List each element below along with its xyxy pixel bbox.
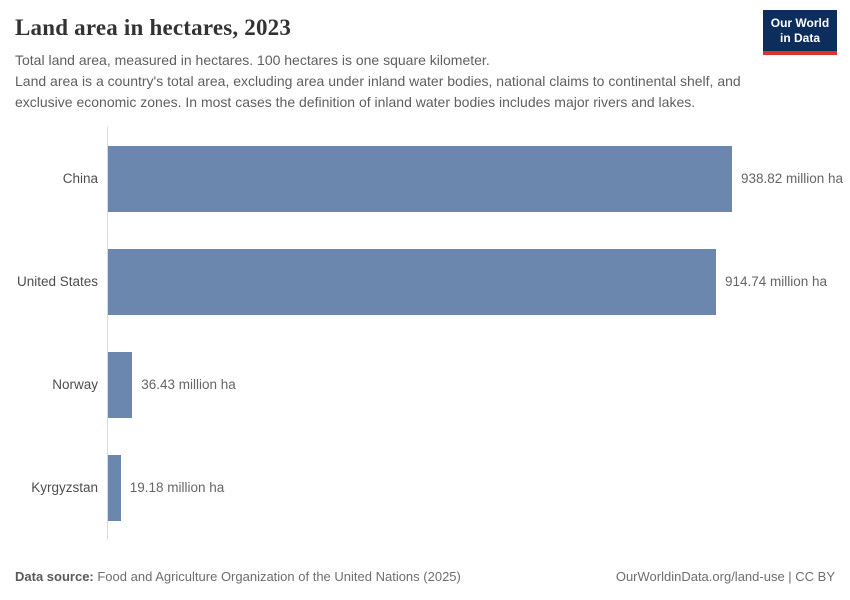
subtitle-line-2: Land area is a country's total area, exc… (15, 73, 741, 110)
category-label: United States (16, 274, 98, 289)
page-title: Land area in hectares, 2023 (15, 15, 292, 40)
owid-logo: Our World in Data (763, 10, 837, 55)
chart-footer: Data source: Food and Agriculture Organi… (0, 569, 850, 600)
data-source-label: Data source: (15, 569, 94, 584)
attribution-license: OurWorldinData.org/land-use | CC BY (615, 569, 835, 584)
category-label: Norway (52, 377, 98, 392)
value-label: 36.43 million ha (141, 377, 236, 392)
category-label: China (62, 171, 98, 186)
bar[interactable] (108, 351, 133, 418)
chart-row: United States 914.74 million ha (15, 230, 850, 333)
bar-area: 914.74 million ha (107, 230, 850, 333)
bar-chart: China 938.82 million ha United States 914.7… (15, 127, 850, 539)
category-label: Kyrgyzstan (31, 480, 98, 495)
bar-area: 19.18 million ha (107, 436, 850, 539)
owid-logo-line-1: Our World (770, 16, 830, 30)
data-source: Data source: Food and Agriculture Organi… (15, 569, 461, 584)
bar-area: 36.43 million ha (107, 333, 850, 436)
chart-rows: China 938.82 million ha United States 914.7… (15, 127, 850, 539)
chart-header: Land area in hectares, 2023 Total land a… (0, 0, 850, 113)
value-label: 19.18 million ha (129, 480, 225, 495)
data-source-text: Food and Agriculture Organization of the… (93, 569, 461, 584)
value-label: 938.82 million ha (741, 171, 844, 186)
chart-row: Kyrgyzstan 19.18 million ha (15, 436, 850, 539)
owid-logo-accent-strip (763, 51, 837, 55)
subtitle-line-1: Total land area, measured in hectares. 1… (15, 52, 490, 68)
bar[interactable] (108, 454, 121, 521)
owid-logo-line-2: in Data (779, 31, 820, 45)
value-label: 914.74 million ha (724, 274, 828, 289)
owid-logo-box: Our World in Data (763, 10, 837, 51)
chart-subtitle: Total land area, measured in hectares. 1… (15, 50, 767, 113)
bar[interactable] (108, 248, 716, 315)
bar[interactable] (108, 145, 732, 212)
chart-row: China 938.82 million ha (15, 127, 850, 230)
bar-area: 938.82 million ha (107, 127, 850, 230)
chart-row: Norway 36.43 million ha (15, 333, 850, 436)
